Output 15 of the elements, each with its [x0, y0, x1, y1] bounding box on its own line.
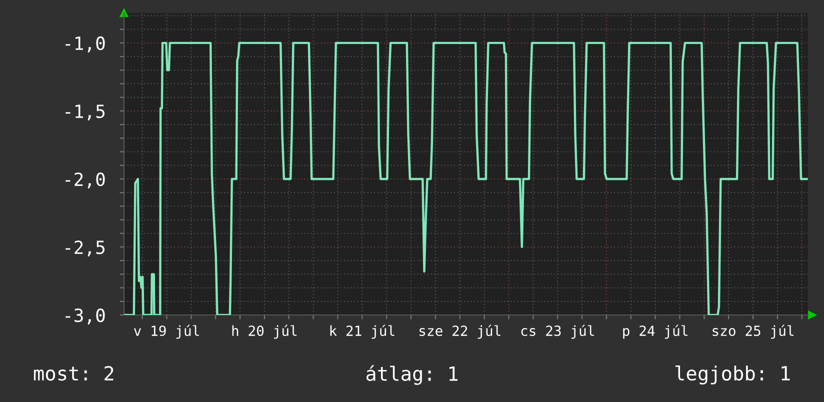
text: most: 2	[34, 366, 114, 381]
text: legjobb: 1	[675, 365, 790, 385]
x-tick-label: cs 23 júl	[521, 324, 594, 339]
y-tick-label: -1,5	[66, 104, 104, 120]
y-tick-label: -2,5	[66, 240, 104, 256]
text: átlag: 1	[366, 365, 458, 385]
x-tick-label: p 24 júl	[623, 324, 688, 339]
y-tick-label: -3,0	[66, 308, 105, 324]
y-tick-label: -1,0	[66, 36, 105, 52]
x-tick-label: h 20 júl	[232, 324, 297, 339]
x-tick-label: k 21 júl	[330, 324, 394, 339]
x-tick-label: v 19 júl	[134, 324, 199, 339]
x-tick-label: sze 22 júl	[420, 324, 500, 339]
x-tick-label: szo 25 júl	[712, 324, 794, 339]
y-tick-label: -2,0	[66, 172, 105, 188]
